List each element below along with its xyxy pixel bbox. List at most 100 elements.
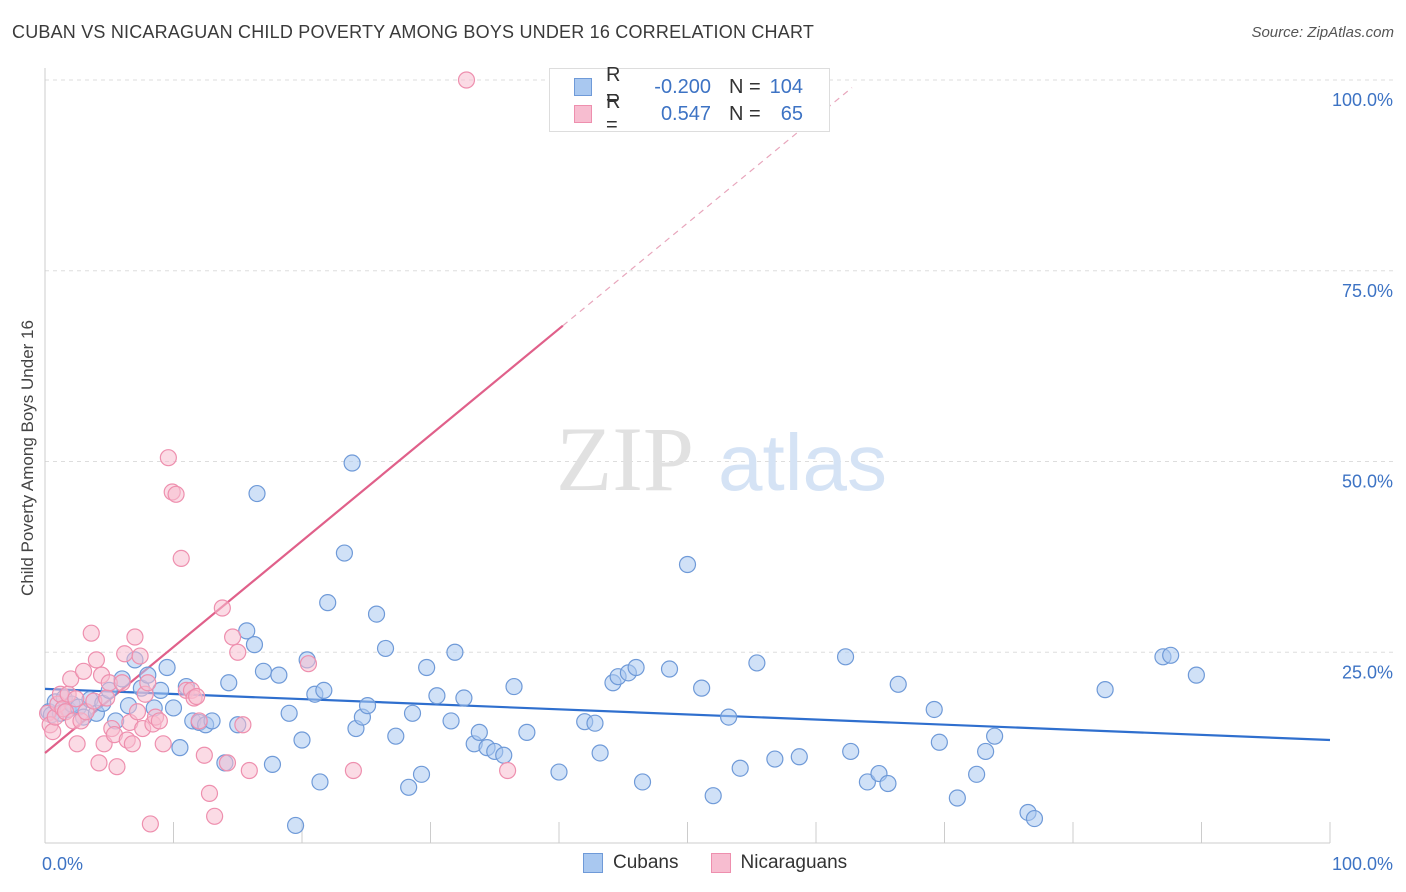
watermark: ZIP atlas [556, 408, 887, 510]
nicaraguans-point [62, 670, 80, 688]
nicaraguans-point [150, 712, 168, 730]
tick-label-layer: 25.0% 50.0% 75.0% 100.0% 0.0% 100.0% [42, 90, 1393, 874]
legend-r-label: R = [606, 64, 621, 109]
nicaraguans-point [74, 662, 93, 680]
legend-n-label: N = [729, 75, 761, 98]
nicaraguans-point [213, 599, 231, 617]
cubans-point [319, 594, 337, 612]
cubans-trend-line [44, 687, 1331, 742]
cubans-point [400, 778, 418, 796]
cubans-point [455, 689, 473, 707]
nicaraguans-point [68, 735, 86, 753]
cubans-point [495, 746, 513, 764]
series-legend-cubans[interactable]: Cubans [583, 852, 679, 874]
y-tick-label: 25.0% [1342, 662, 1393, 682]
nicaraguans-point [344, 761, 362, 780]
y-axis-label: Child Poverty Among Boys Under 16 [18, 320, 37, 596]
nicaraguans-point [141, 815, 159, 833]
cubans-point [842, 742, 860, 761]
nicaraguans-point [172, 549, 190, 568]
cubans-point [248, 484, 266, 503]
nicaraguans-point [116, 645, 134, 663]
nicaraguans-point [82, 624, 100, 642]
cubans-point [627, 658, 645, 677]
cubans-point [591, 744, 609, 762]
cubans-point [293, 731, 311, 749]
nicaraguans-point [159, 449, 177, 467]
cubans-point [270, 666, 288, 684]
cubans-point [930, 733, 948, 751]
nicaraguans-point [126, 628, 144, 646]
cubans-point [518, 723, 536, 741]
cubans-point [286, 816, 305, 835]
nicaraguans-point [229, 643, 247, 661]
watermark-zip: ZIP [556, 408, 694, 510]
cubans-point [720, 708, 738, 726]
cubans-point [343, 454, 361, 472]
legend-n-value: 104 [769, 75, 803, 98]
cubans-point [335, 544, 354, 562]
cubans-point [428, 687, 446, 705]
series-label-cubans: Cubans [613, 852, 679, 873]
series-swatch-nicaraguans [710, 853, 731, 873]
nicaraguans-point [44, 723, 62, 741]
nicaraguans-point [108, 758, 126, 776]
cubans-point [315, 681, 333, 700]
y-tick-label: 75.0% [1342, 281, 1393, 301]
cubans-point [790, 748, 808, 766]
cubans-point [403, 704, 422, 722]
cubans-point [505, 677, 523, 696]
cubans-point [358, 697, 377, 715]
cubans-point [1162, 646, 1180, 664]
nicaraguans-point [87, 651, 106, 669]
nicaraguans-point [195, 746, 213, 764]
cubans-point [376, 639, 395, 658]
cubans-point [254, 662, 273, 680]
cubans-point [171, 739, 189, 757]
legend-n-value: 65 [780, 102, 803, 125]
cubans-point [968, 765, 986, 783]
cubans-point [1187, 666, 1205, 684]
cubans-point [280, 704, 298, 722]
cubans-point [164, 699, 183, 717]
cubans-point [731, 759, 749, 777]
grid-layer [45, 79, 1395, 653]
legend-swatch-nicaraguans [574, 105, 592, 123]
nicaraguans-point [190, 712, 208, 730]
nicaraguans-point [139, 674, 157, 692]
nicaraguans-point [113, 674, 131, 692]
series-legend: Cubans Nicaraguans [583, 852, 879, 874]
x-tick-label: 0.0% [42, 854, 83, 874]
series-legend-nicaraguans[interactable]: Nicaraguans [710, 852, 847, 874]
nicaraguans-point [206, 807, 224, 825]
y-tick-label: 50.0% [1342, 472, 1393, 492]
nicaraguans-point [234, 716, 252, 734]
cubans-point [879, 774, 897, 793]
cubans-point [889, 675, 907, 693]
cubans-point [446, 643, 464, 661]
cubans-point [693, 679, 711, 697]
nicaraguans-point [499, 761, 517, 780]
legend-row-nicaraguans: R = 0.547 N = 65 [574, 91, 803, 136]
cubans-point [238, 622, 256, 640]
nicaraguans-point [123, 735, 141, 753]
series-swatch-cubans [583, 853, 603, 873]
cubans-point [986, 727, 1004, 745]
points-layer [38, 71, 1205, 835]
chart-title: CUBAN VS NICARAGUAN CHILD POVERTY AMONG … [12, 22, 815, 42]
cubans-point [678, 555, 697, 574]
nicaraguans-point [167, 485, 185, 503]
cubans-point [263, 755, 282, 774]
cubans-point [704, 787, 722, 805]
cubans-point [766, 750, 784, 768]
cubans-point [550, 763, 568, 781]
cubans-point [836, 648, 855, 666]
cubans-point [418, 658, 436, 677]
watermark-atlas: atlas [718, 418, 887, 507]
cubans-point [1025, 809, 1044, 828]
nicaraguans-point [200, 784, 219, 803]
nicaraguans-point [98, 689, 116, 707]
nicaraguans-point [128, 703, 147, 721]
cubans-point [977, 742, 995, 761]
